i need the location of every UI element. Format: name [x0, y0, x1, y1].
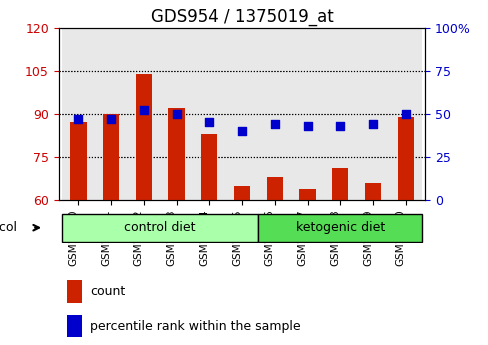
Point [401, 111, 409, 117]
Point [238, 128, 245, 134]
Bar [95, 28, 127, 200]
Point [336, 123, 344, 129]
Bar [266, 177, 283, 345]
Point [74, 116, 82, 122]
Text: percentile rank within the sample: percentile rank within the sample [90, 319, 300, 333]
Bar [160, 28, 193, 200]
Bar [193, 28, 225, 200]
Point [172, 111, 180, 117]
Bar [70, 122, 86, 345]
Bar [225, 28, 258, 200]
Bar [201, 134, 217, 345]
Bar [102, 114, 119, 345]
Bar [66, 315, 82, 337]
Bar [364, 183, 381, 345]
Point [368, 121, 376, 127]
Bar [356, 28, 388, 200]
Point [205, 120, 213, 125]
Text: protocol: protocol [0, 221, 18, 234]
Bar [388, 28, 421, 200]
Bar [62, 28, 95, 200]
Text: count: count [90, 285, 125, 298]
Point [107, 116, 115, 122]
Bar [397, 117, 413, 345]
Bar [290, 28, 323, 200]
Bar [258, 28, 290, 200]
Point [270, 121, 278, 127]
Bar [323, 28, 356, 200]
Title: GDS954 / 1375019_at: GDS954 / 1375019_at [150, 8, 333, 26]
Text: ketogenic diet: ketogenic diet [295, 221, 384, 234]
Point [303, 123, 311, 129]
FancyBboxPatch shape [62, 214, 258, 242]
Bar [168, 108, 184, 345]
Text: control diet: control diet [124, 221, 196, 234]
Point [140, 108, 147, 113]
Bar [331, 168, 348, 345]
Bar [299, 189, 315, 345]
Bar [127, 28, 160, 200]
Bar [233, 186, 250, 345]
FancyBboxPatch shape [258, 214, 421, 242]
Bar [135, 73, 152, 345]
Bar [66, 280, 82, 303]
